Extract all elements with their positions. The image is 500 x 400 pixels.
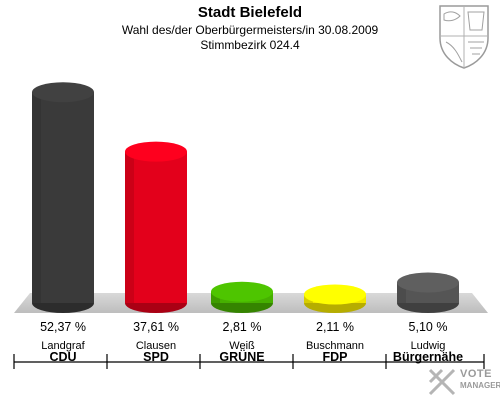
bar-shade <box>397 282 406 303</box>
bar-2 <box>125 141 187 313</box>
party-label: SPD <box>143 350 169 364</box>
candidate-label: Buschmann <box>306 340 364 352</box>
coat-of-arms-icon <box>439 5 489 69</box>
bar-top <box>211 281 273 302</box>
bar-top <box>397 272 459 293</box>
bar-top <box>32 82 94 103</box>
party-label: Bürgernähe <box>393 350 463 364</box>
bar-shade <box>125 151 134 303</box>
data-label: 2,81 % <box>223 320 262 334</box>
bar-body <box>125 151 187 303</box>
party-label: CDU <box>49 350 76 364</box>
vote-manager-logo-icon <box>428 368 456 396</box>
data-label: 37,61 % <box>133 320 179 334</box>
chart-subtitle-district: Stimmbezirk 024.4 <box>200 38 300 52</box>
candidate-label: Landgraf <box>41 340 85 352</box>
brand-manager-label: MANAGER <box>460 381 500 390</box>
candidate-label: Weiß <box>229 340 255 352</box>
chart-title: Stadt Bielefeld <box>197 4 303 21</box>
party-label: FDP <box>323 350 348 364</box>
bar-3 <box>211 281 273 313</box>
bar-shade <box>211 291 220 303</box>
bar-5 <box>397 272 459 313</box>
chart-subtitle: Wahl des/der Oberbürgermeisters/in 30.08… <box>121 23 379 37</box>
category-separator-line <box>13 354 485 369</box>
party-label: GRÜNE <box>219 349 264 364</box>
bar-shade <box>32 92 41 303</box>
bar-top <box>304 284 366 305</box>
data-label: 5,10 % <box>409 320 448 334</box>
brand-vote-label: VOTE <box>460 368 492 380</box>
bar-4 <box>304 284 366 313</box>
bar-top <box>125 141 187 162</box>
data-label: 2,11 % <box>316 320 354 334</box>
bar-body <box>32 92 94 303</box>
bar-1 <box>32 82 94 313</box>
candidate-label: Ludwig <box>411 340 446 352</box>
data-label: 52,37 % <box>40 320 86 334</box>
candidate-label: Clausen <box>136 340 176 352</box>
